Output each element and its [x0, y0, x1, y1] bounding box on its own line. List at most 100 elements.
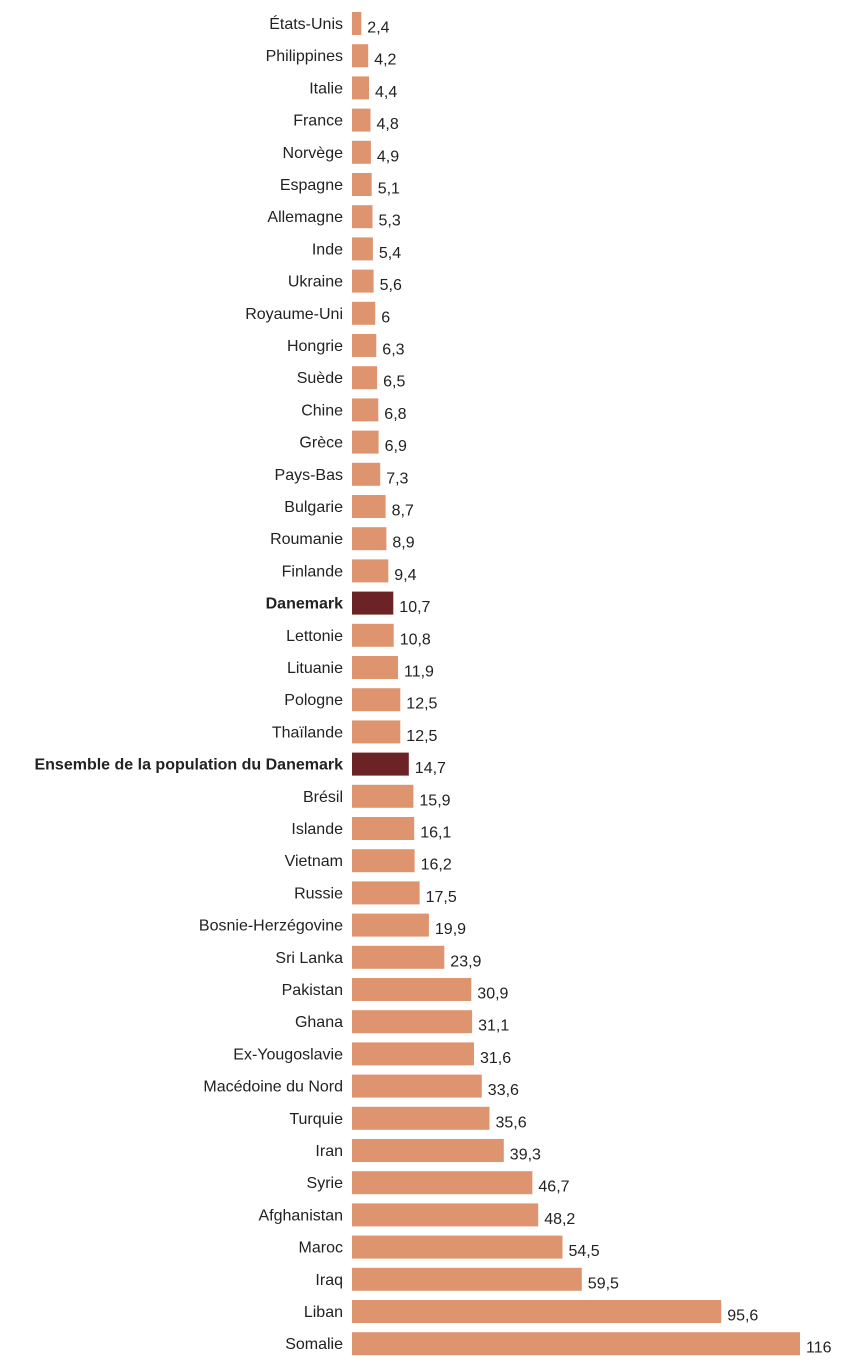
bar-islande: [352, 817, 415, 840]
category-label-turquie: Turquie: [289, 1111, 343, 1128]
value-label-allemagne: 5,3: [379, 213, 401, 230]
category-label-liban: Liban: [304, 1304, 343, 1321]
category-label-espagne: Espagne: [280, 177, 343, 194]
category-label-allemagne: Allemagne: [267, 209, 343, 226]
bar-bosnie-herzegovine: [352, 913, 429, 937]
value-label-bresil: 15,9: [419, 792, 450, 809]
bar-norvege: [352, 140, 371, 164]
category-label-suede: Suède: [297, 370, 343, 387]
category-label-philippines: Philippines: [266, 48, 343, 65]
value-label-turquie: 35,6: [496, 1114, 527, 1131]
category-label-roumanie: Roumanie: [270, 531, 343, 548]
bar-etats-unis: [352, 12, 362, 35]
value-label-macedoine-du-nord: 33,6: [488, 1082, 519, 1099]
bar-inde: [352, 237, 373, 261]
value-label-etats-unis: 2,4: [367, 20, 389, 37]
value-label-ensemble-de-la-population-du-danemark: 14,7: [415, 760, 446, 777]
bar-lituanie: [352, 656, 398, 679]
bar-ex-yougoslavie: [352, 1042, 474, 1066]
category-label-russie: Russie: [294, 885, 343, 902]
bars-layer: [352, 12, 800, 1356]
value-label-iraq: 59,5: [588, 1275, 619, 1292]
bar-lettonie: [352, 623, 394, 647]
bar-macedoine-du-nord: [352, 1074, 482, 1098]
category-label-inde: Inde: [312, 241, 343, 258]
value-label-lituanie: 11,9: [404, 664, 434, 681]
bar-roumanie: [352, 527, 387, 551]
bar-royaume-uni: [352, 301, 376, 325]
category-label-bresil: Brésil: [303, 789, 343, 806]
value-label-pakistan: 30,9: [477, 986, 508, 1003]
bar-chine: [352, 398, 379, 422]
category-label-lituanie: Lituanie: [287, 660, 343, 677]
category-label-ex-yougoslavie: Ex-Yougoslavie: [233, 1046, 343, 1063]
category-label-italie: Italie: [309, 80, 343, 97]
value-label-norvege: 4,9: [377, 148, 399, 165]
category-label-danemark: Danemark: [266, 596, 343, 613]
value-label-bulgarie: 8,7: [392, 503, 414, 520]
bar-ukraine: [352, 269, 374, 293]
bar-finlande: [352, 559, 389, 583]
category-labels: États-Unis Philippines Italie France Norvège…: [34, 14, 343, 1353]
bar-philippines: [352, 44, 369, 68]
value-label-roumanie: 8,9: [392, 535, 414, 552]
category-label-bosnie-herzegovine: Bosnie-Herzégovine: [199, 918, 343, 935]
bar-italie: [352, 76, 369, 100]
value-label-ghana: 31,1: [478, 1018, 509, 1035]
value-label-maroc: 54,5: [569, 1243, 600, 1260]
bar-pologne: [352, 688, 401, 712]
value-label-pays-bas: 7,3: [386, 470, 408, 487]
category-label-finlande: Finlande: [282, 563, 343, 580]
category-label-somalie: Somalie: [285, 1336, 343, 1353]
bar-hongrie: [352, 334, 377, 357]
category-label-thailande: Thaïlande: [272, 724, 343, 741]
bar-somalie: [352, 1332, 800, 1356]
value-labels: 2,4 4,2 4,4 4,8 4,9 5,1 5,3 5,4 5,6 6 6,3 6,5 6,8 6,9…: [367, 20, 831, 1357]
category-label-syrie: Syrie: [307, 1175, 344, 1192]
value-label-ukraine: 5,6: [380, 277, 402, 294]
bar-iran: [352, 1139, 504, 1162]
value-label-chine: 6,8: [384, 406, 406, 423]
value-label-vietnam: 16,2: [421, 857, 452, 874]
value-label-lettonie: 10,8: [400, 631, 431, 648]
category-label-ghana: Ghana: [295, 1014, 343, 1031]
category-label-islande: Islande: [291, 821, 343, 838]
category-label-pays-bas: Pays-Bas: [275, 467, 343, 484]
category-label-afghanistan: Afghanistan: [258, 1207, 343, 1224]
value-label-france: 4,8: [377, 116, 399, 133]
bar-pays-bas: [352, 462, 381, 486]
bar-bulgarie: [352, 495, 386, 518]
category-label-iran: Iran: [315, 1143, 343, 1160]
value-label-finlande: 9,4: [394, 567, 416, 584]
value-label-islande: 16,1: [420, 825, 451, 842]
category-label-royaume-uni: Royaume-Uni: [245, 306, 343, 323]
bar-danemark: [352, 591, 394, 615]
category-label-ukraine: Ukraine: [288, 274, 343, 291]
category-label-pologne: Pologne: [284, 692, 343, 709]
bar-espagne: [352, 173, 372, 196]
bar-ensemble-de-la-population-du-danemark: [352, 752, 409, 776]
value-label-afghanistan: 48,2: [544, 1211, 575, 1228]
bar-iraq: [352, 1267, 582, 1291]
bar-bresil: [352, 784, 414, 808]
bar-liban: [352, 1300, 722, 1323]
value-label-thailande: 12,5: [406, 728, 437, 745]
category-label-lettonie: Lettonie: [286, 628, 343, 645]
bar-thailande: [352, 720, 401, 744]
bar-turquie: [352, 1106, 490, 1130]
value-label-iran: 39,3: [510, 1147, 541, 1164]
bar-maroc: [352, 1235, 563, 1259]
value-label-italie: 4,4: [375, 84, 397, 101]
category-label-ensemble-de-la-population-du-danemark: Ensemble de la population du Danemark: [34, 757, 343, 774]
value-label-somalie: 116: [806, 1340, 832, 1357]
category-label-grece: Grèce: [299, 435, 343, 452]
value-label-sri-lanka: 23,9: [450, 953, 481, 970]
value-label-syrie: 46,7: [538, 1179, 569, 1196]
value-label-hongrie: 6,3: [382, 342, 404, 359]
category-label-sri-lanka: Sri Lanka: [275, 950, 343, 967]
category-label-macedoine-du-nord: Macédoine du Nord: [203, 1079, 343, 1096]
category-label-chine: Chine: [301, 402, 343, 419]
bar-grece: [352, 430, 379, 454]
category-label-bulgarie: Bulgarie: [284, 499, 343, 516]
